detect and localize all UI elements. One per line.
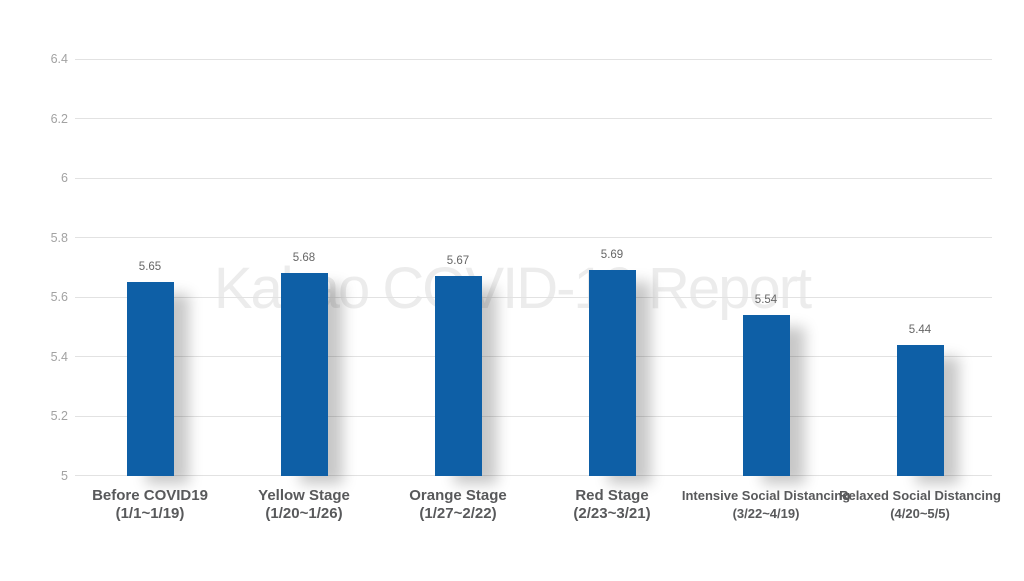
- bar: [896, 344, 944, 476]
- category-label: Orange Stage (1/27~2/22): [363, 487, 553, 522]
- category-period: (1/1~1/19): [115, 504, 185, 522]
- category-period: (3/22~4/19): [732, 505, 800, 521]
- category-name: Yellow Stage: [258, 487, 350, 504]
- gridline: [75, 118, 992, 120]
- bar: [126, 282, 174, 476]
- category-period: (2/23~3/21): [573, 504, 651, 522]
- bar-value-label: 5.67: [446, 255, 470, 268]
- bar-value-label: 5.65: [138, 261, 162, 274]
- bar-value-label: 5.54: [754, 293, 778, 306]
- gridline: [75, 475, 992, 476]
- bar: [588, 270, 636, 476]
- gridline: [75, 177, 992, 179]
- bar-value-label: 5.69: [600, 249, 624, 262]
- gridline: [75, 296, 992, 298]
- y-tick-label: 5.4: [50, 349, 68, 364]
- gridline: [75, 356, 992, 358]
- category-label: Before COVID19 (1/1~1/19): [55, 487, 245, 522]
- category-label: Relaxed Social Distancing (4/20~5/5): [825, 487, 1015, 522]
- category-name: Intensive Social Distancing: [681, 488, 851, 503]
- category-period: (4/20~5/5): [890, 505, 950, 521]
- y-tick-label: 5.6: [50, 290, 68, 305]
- gridline: [75, 58, 992, 60]
- bar-value-label: 5.44: [908, 323, 932, 336]
- category-name: Relaxed Social Distancing: [839, 488, 1001, 503]
- y-tick-label: 6: [61, 171, 68, 186]
- category-label: Intensive Social Distancing (3/22~4/19): [671, 487, 861, 522]
- category-label: Yellow Stage (1/20~1/26): [209, 487, 399, 522]
- y-tick-label: 5.2: [50, 409, 68, 424]
- category-period: (1/27~2/22): [419, 504, 497, 522]
- bar-value-label: 5.68: [292, 252, 316, 265]
- bar: [742, 314, 790, 476]
- category-period: (1/20~1/26): [265, 504, 343, 522]
- y-tick-label: 5.8: [50, 230, 68, 245]
- category-name: Before COVID19: [92, 487, 208, 504]
- gridline: [75, 237, 992, 239]
- bar: [434, 276, 482, 476]
- y-tick-label: 6.4: [50, 52, 68, 67]
- y-tick-label: 5: [61, 468, 68, 483]
- category-name: Orange Stage: [409, 487, 507, 504]
- category-name: Red Stage: [575, 487, 649, 504]
- y-tick-label: 6.2: [50, 111, 68, 126]
- category-label: Red Stage (2/23~3/21): [517, 487, 707, 522]
- bar: [280, 273, 328, 476]
- gridline: [75, 415, 992, 417]
